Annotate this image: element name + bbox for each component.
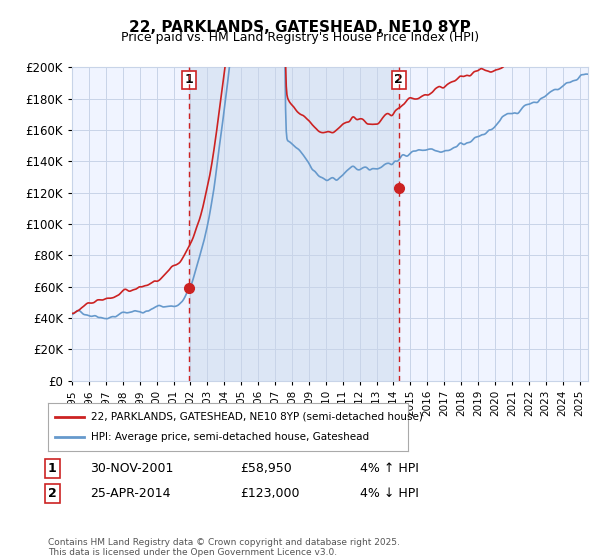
Bar [189, 67, 399, 381]
Text: 1: 1 [48, 462, 57, 475]
Text: 22, PARKLANDS, GATESHEAD, NE10 8YP (semi-detached house): 22, PARKLANDS, GATESHEAD, NE10 8YP (semi… [91, 412, 423, 422]
Text: 2: 2 [394, 73, 403, 86]
Text: 25-APR-2014: 25-APR-2014 [90, 487, 170, 500]
Text: £123,000: £123,000 [240, 487, 299, 500]
Text: Price paid vs. HM Land Registry's House Price Index (HPI): Price paid vs. HM Land Registry's House … [121, 31, 479, 44]
Text: 30-NOV-2001: 30-NOV-2001 [90, 462, 173, 475]
Text: £58,950: £58,950 [240, 462, 292, 475]
Text: 1: 1 [185, 73, 193, 86]
Text: 4% ↑ HPI: 4% ↑ HPI [360, 462, 419, 475]
Text: Contains HM Land Registry data © Crown copyright and database right 2025.
This d: Contains HM Land Registry data © Crown c… [48, 538, 400, 557]
Text: 4% ↓ HPI: 4% ↓ HPI [360, 487, 419, 500]
Text: HPI: Average price, semi-detached house, Gateshead: HPI: Average price, semi-detached house,… [91, 432, 370, 442]
Text: 2: 2 [48, 487, 57, 500]
Text: 22, PARKLANDS, GATESHEAD, NE10 8YP: 22, PARKLANDS, GATESHEAD, NE10 8YP [129, 20, 471, 35]
